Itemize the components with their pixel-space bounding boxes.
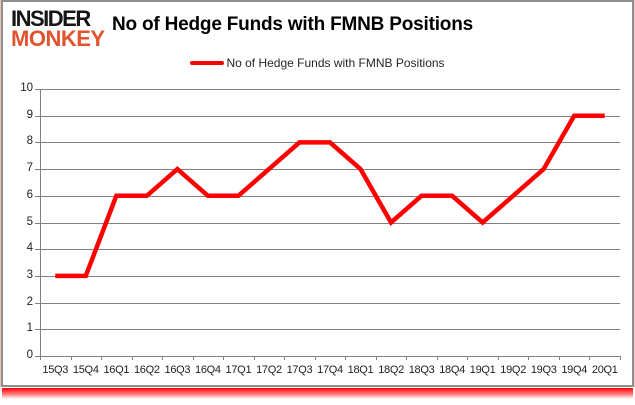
bottom-red-strip (2, 388, 633, 399)
y-axis-tick-label: 4 (26, 241, 33, 254)
y-axis-tick-label: 10 (20, 81, 33, 94)
x-axis-tick-label: 17Q4 (317, 364, 343, 376)
x-axis-tick-label: 15Q3 (42, 364, 69, 376)
x-axis-tick-label: 17Q2 (256, 364, 282, 376)
y-axis-tick-label: 6 (26, 188, 33, 201)
x-axis-tick-label: 18Q3 (408, 364, 435, 376)
chart-frame (1, 0, 634, 387)
logo-text-insider: INSIDER (11, 6, 91, 31)
x-axis-tick-label: 16Q3 (164, 364, 191, 376)
y-axis-tick-label: 7 (26, 161, 33, 174)
x-axis-tick-label: 18Q1 (347, 364, 374, 376)
x-axis-tick-label: 20Q1 (591, 364, 618, 376)
series-line (55, 113, 605, 279)
chart-title: No of Hedge Funds with FMNB Positions (112, 14, 473, 35)
x-axis-tick-label: 17Q1 (225, 364, 252, 376)
x-axis-tick-label: 17Q3 (286, 364, 313, 376)
x-axis-tick-label: 16Q2 (133, 364, 160, 376)
legend-line-marker (190, 61, 225, 65)
x-axis-tick-label: 18Q4 (439, 364, 465, 376)
y-axis-tick-label: 5 (26, 215, 33, 228)
y-axis-tick-label: 3 (26, 268, 33, 281)
y-axis-tick-label: 9 (26, 108, 33, 121)
x-axis-tick-label: 19Q4 (561, 364, 588, 376)
y-axis-tick-label: 0 (26, 348, 33, 361)
logo-text-monkey: MONKEY (11, 26, 105, 52)
x-axis-tick-label: 19Q1 (469, 364, 496, 376)
x-axis-tick-label: 19Q2 (500, 364, 527, 376)
x-axis-tick-label: 19Q3 (530, 364, 557, 376)
x-axis-tick-label: 16Q4 (195, 364, 221, 376)
legend: No of Hedge Funds with FMNB Positions (0, 56, 635, 70)
y-axis-tick-label: 8 (26, 134, 33, 147)
y-axis-tick-label: 1 (26, 321, 33, 334)
legend-label: No of Hedge Funds with FMNB Positions (226, 56, 445, 70)
x-axis-tick-label: 15Q4 (72, 364, 99, 376)
insider-monkey-logo: INSIDER MONKEY (11, 6, 113, 52)
y-axis-tick-label: 2 (26, 295, 33, 308)
x-axis-tick-label: 16Q1 (103, 364, 130, 376)
x-axis-tick-label: 18Q2 (378, 364, 404, 376)
